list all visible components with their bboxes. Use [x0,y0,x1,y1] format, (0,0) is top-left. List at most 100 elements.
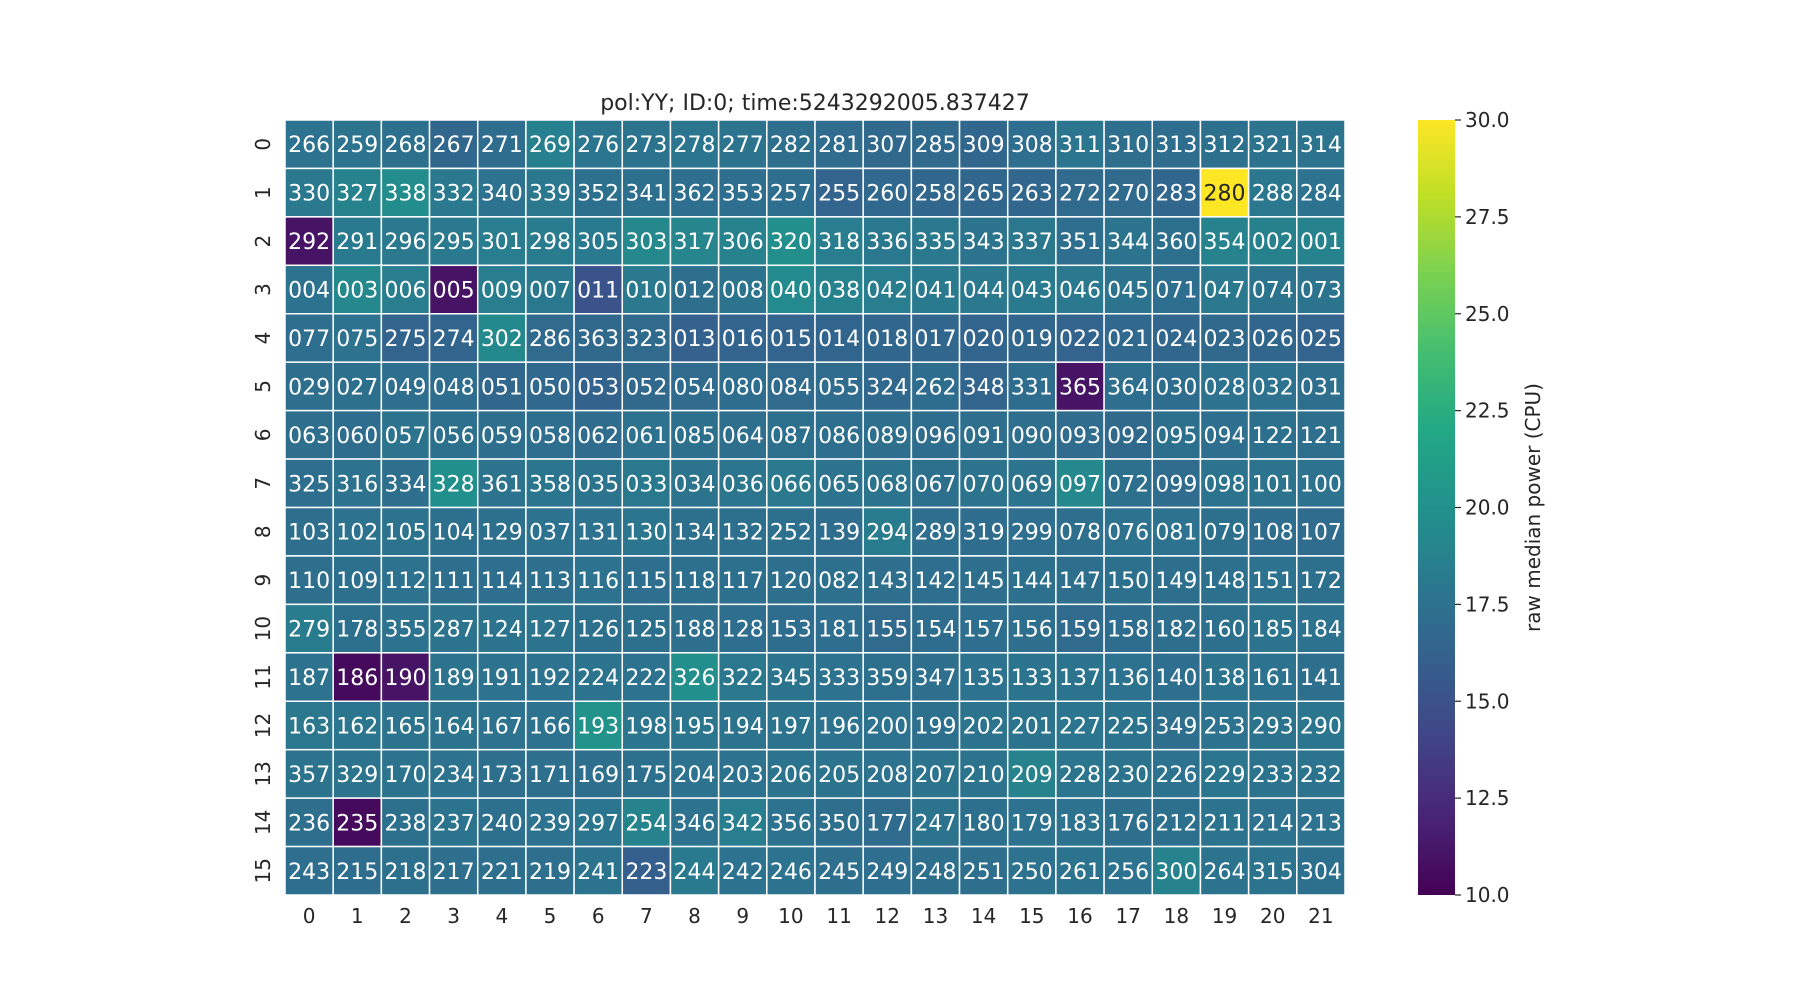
cell-value-label: 166 [529,714,571,739]
cell-value-label: 005 [433,279,475,304]
cell-value-label: 109 [336,569,378,594]
heatmap-cell [1006,748,1057,799]
cell-value-label: 165 [384,714,426,739]
cell-value-label: 107 [1300,521,1342,546]
cell-value-label: 077 [288,327,330,352]
cell-value-label: 259 [336,133,378,158]
cell-value-label: 024 [1155,327,1197,352]
cell-value-label: 063 [288,424,330,449]
heatmap-cell [1055,748,1105,799]
cell-value-label: 300 [1155,860,1197,885]
cell-value-label: 084 [770,375,812,400]
heatmap-cell [1103,555,1154,606]
cell-value-label: 200 [866,714,908,739]
cell-value-label: 218 [384,860,426,885]
heatmap-cell [1199,119,1250,170]
cell-value-label: 278 [674,133,716,158]
heatmap-cell [1103,700,1154,751]
cell-value-label: 014 [818,327,860,352]
cell-value-label: 082 [818,569,860,594]
cell-value-label: 233 [1252,763,1294,788]
cell-value-label: 061 [625,424,667,449]
cell-value-label: 357 [288,763,330,788]
cell-value-label: 264 [1204,860,1246,885]
cell-value-label: 068 [866,472,908,497]
cell-value-label: 076 [1107,521,1149,546]
cell-value-label: 117 [722,569,764,594]
cell-value-label: 059 [481,424,523,449]
cell-value-label: 283 [1155,182,1197,207]
heatmap-cell [910,845,961,896]
heatmap-cell [332,409,383,460]
cell-value-label: 182 [1155,618,1197,643]
x-tick-label: 11 [826,904,851,928]
heatmap-cell [573,167,624,218]
heatmap-cell [910,603,961,654]
cell-value-label: 099 [1155,472,1197,497]
cell-value-label: 078 [1059,521,1101,546]
cell-value-label: 297 [577,811,619,836]
heatmap-cell [380,845,431,896]
heatmap-cell [332,361,383,412]
heatmap-cell [862,264,913,315]
cell-value-label: 161 [1252,666,1294,691]
heatmap-cell [621,555,672,606]
cell-value-label: 321 [1252,133,1294,158]
heatmap-cell [1247,264,1298,315]
heatmap-cell [717,652,768,702]
heatmap-cell [1199,216,1250,267]
cell-value-label: 267 [433,133,475,158]
cell-value-label: 237 [433,811,475,836]
heatmap-cell [525,361,575,412]
cell-value-label: 041 [914,279,956,304]
cell-value-label: 030 [1155,375,1197,400]
cell-value-label: 253 [1204,714,1246,739]
x-tick-label: 16 [1067,904,1092,928]
colorbar: 10.0 12.5 15.0 17.5 20.0 22.5 25.0 27.5 30.0 raw … [1418,108,1545,907]
heatmap-cell [1247,361,1298,412]
cell-value-label: 184 [1300,618,1342,643]
heatmap-cell [669,845,720,896]
cell-value-label: 257 [770,182,812,207]
cell-value-label: 029 [288,375,330,400]
heatmap-cell [284,216,334,267]
heatmap-cell [1006,119,1057,170]
cell-value-label: 154 [914,618,956,643]
cell-value-label: 203 [722,763,764,788]
cell-value-label: 319 [963,521,1005,546]
cell-value-label: 260 [866,182,908,207]
cell-value-label: 075 [336,327,378,352]
heatmap-cell [814,264,864,315]
heatmap-cell [332,845,383,896]
cell-value-label: 008 [722,279,764,304]
cell-value-label: 307 [866,133,908,158]
heatmap-cell [476,748,527,799]
heatmap-cell [1199,845,1250,896]
heatmap-cell [717,797,768,848]
cell-value-label: 089 [866,424,908,449]
cell-value-label: 254 [625,811,667,836]
cell-value-label: 143 [866,569,908,594]
cell-value-label: 261 [1059,860,1101,885]
heatmap-cell [1296,797,1346,848]
y-tick-label: 11 [251,664,275,689]
y-tick-label: 10 [251,616,275,641]
cell-value-label: 245 [818,860,860,885]
cell-value-label: 067 [914,472,956,497]
heatmap-cell [814,361,864,412]
cell-value-label: 341 [625,182,667,207]
heatmap-cell [814,119,864,170]
x-tick-label: 1 [351,904,364,928]
cell-value-label: 188 [674,618,716,643]
cell-value-label: 113 [529,569,571,594]
heatmap-cell [476,652,527,702]
heatmap-cell [669,652,720,702]
cell-value-label: 022 [1059,327,1101,352]
heatmap-cell-labels: 266 259 268 267 271 269 276 273 278 277 282 281 307 2… [288,133,1342,885]
heatmap-cell [1006,652,1057,702]
cell-value-label: 062 [577,424,619,449]
heatmap-cell [1103,652,1154,702]
x-tick-label: 21 [1308,904,1333,928]
cell-value-label: 181 [818,618,860,643]
cell-value-label: 238 [384,811,426,836]
